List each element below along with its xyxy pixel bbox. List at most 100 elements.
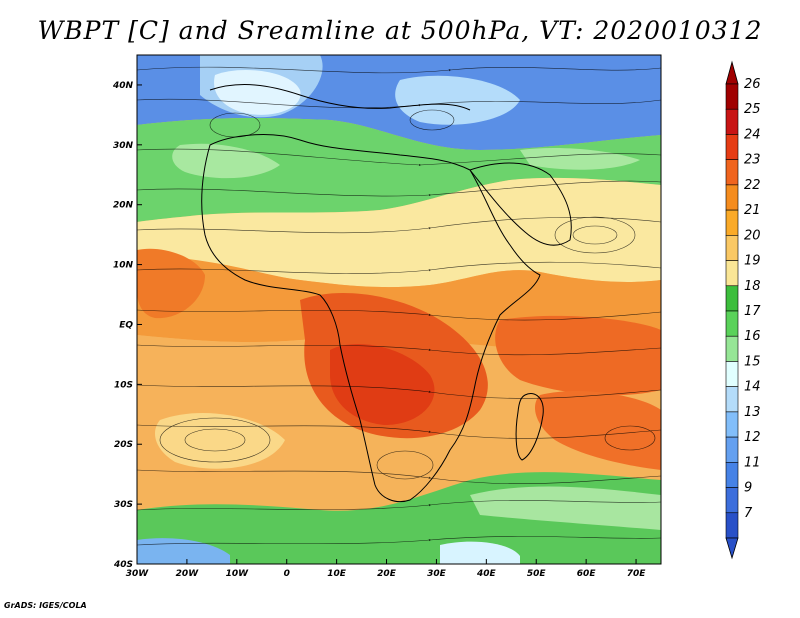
lon-tick-label: 20E [377, 569, 397, 579]
colorbar-swatch [725, 487, 739, 514]
lon-tick-label: 0 [284, 569, 290, 579]
lat-tick-label: 30N [113, 141, 134, 151]
streamline-south-5 [137, 536, 661, 546]
colorbar-label: 7 [744, 506, 753, 521]
lon-tick-label: 10W [226, 569, 250, 579]
colorbar-swatch [725, 285, 739, 312]
streamline-gyre-south-africa [376, 450, 434, 480]
colorbar-swatch [725, 411, 739, 438]
streamlines [137, 66, 661, 546]
lat-tick-label: 40N [112, 81, 134, 91]
wbpt-warm-patch-west [137, 248, 205, 319]
streamline-south-4 [137, 500, 661, 511]
colorbar-label: 16 [744, 329, 761, 344]
colorbar-label: 26 [744, 77, 761, 92]
colorbar-swatch [725, 436, 739, 463]
colorbar-swatch [725, 386, 739, 413]
streamline-south-3 [137, 469, 661, 484]
coastline-africa [201, 134, 541, 503]
colorbar-swatch [725, 184, 739, 211]
lon-tick-label: 60E [577, 569, 597, 579]
lat-tick-label: 10S [114, 380, 133, 390]
credit-label: GrADS: IGES/COLA [4, 601, 87, 610]
wbpt-light-green-patches [172, 143, 640, 179]
streamline-gyre-indian-ocean [554, 216, 636, 254]
streamline-gyre-south-atlantic [159, 417, 271, 463]
streamline-gyre-mediterranean [409, 109, 455, 131]
colorbar-swatch [725, 512, 739, 539]
streamline-gyre-south-atlantic-inner [184, 428, 246, 452]
lon-tick-label: 30E [427, 569, 447, 579]
plot-frame [136, 54, 662, 565]
lat-tick-label: EQ [119, 320, 133, 330]
lat-tick-label: 40S [113, 560, 133, 570]
chart-title: WBPT [C] and Sreamline at 500hPa, VT: 20… [37, 16, 763, 45]
lat-tick-label: 20N [113, 201, 134, 211]
streamline-north-3 [137, 148, 661, 167]
wbpt-hottest-core [330, 344, 435, 425]
wbpt-pale-patch-south [440, 541, 520, 564]
wbpt-cool-patch-east [395, 75, 520, 125]
lon-tick-label: 40E [476, 569, 497, 579]
streamline-gyre-southeast [604, 425, 656, 451]
lat-tick-label: 30S [114, 500, 133, 510]
coastlines [201, 84, 572, 503]
wbpt-hot-patch-east [495, 315, 661, 396]
wbpt-light-green-south [470, 486, 661, 530]
coastline-europe [209, 84, 471, 111]
coastline-arabia [469, 162, 572, 246]
lon-tick-label: 10E [327, 569, 347, 579]
colorbar-label: 17 [744, 304, 761, 319]
streamline-equator-2 [137, 344, 661, 356]
wbpt-southern-yellow-patch [155, 412, 285, 469]
colorbar-swatch [725, 310, 739, 337]
colorbar-label: 18 [744, 279, 761, 294]
colorbar-label: 21 [744, 203, 761, 218]
plot-area [137, 55, 661, 564]
colorbar-label: 25 [744, 102, 761, 117]
colorbar-label: 14 [744, 380, 761, 395]
colorbar-label: 19 [744, 254, 761, 269]
streamline-subtropic-2 [137, 261, 661, 274]
coastline-madagascar [515, 393, 544, 461]
colorbar-swatch [725, 260, 739, 287]
colorbar-swatch [725, 134, 739, 160]
longitude-axis: 30W 20W 10W 0 10E 20E 30E 40E 50E 60E 70E [126, 559, 646, 579]
streamline-south-2 [137, 424, 661, 439]
streamline-south-1 [137, 384, 661, 399]
streamline-north-4 [137, 180, 661, 197]
colorbar-bottom-arrow [725, 537, 739, 560]
lon-tick-label: 30W [126, 569, 150, 579]
wbpt-green-band-north [137, 117, 661, 222]
streamline-north-2 [137, 98, 661, 109]
colorbar-label: 9 [744, 481, 752, 496]
streamline-gyre-indian-ocean-inner [572, 225, 618, 245]
streamline-north-1 [137, 66, 661, 74]
colorbar-label: 12 [744, 430, 761, 445]
colorbar-swatch [725, 462, 739, 488]
colorbar-label: 24 [744, 127, 761, 142]
colorbar-top-arrow [725, 60, 739, 85]
colorbar-label: 23 [744, 153, 761, 168]
colorbar-label: 20 [744, 228, 761, 243]
lon-tick-label: 20W [176, 569, 200, 579]
colorbar-label: 11 [744, 455, 761, 470]
lat-tick-label: 10N [113, 261, 134, 271]
lon-tick-label: 50E [527, 569, 547, 579]
colorbar: 26 25 24 23 22 21 20 19 18 17 16 15 14 13 12 11 9 7 [725, 60, 761, 560]
colorbar-label: 15 [744, 354, 761, 369]
lon-tick-label: 70E [627, 569, 647, 579]
colorbar-swatch [725, 335, 739, 362]
colorbar-swatch [725, 209, 739, 236]
wbpt-cool-patch-south [137, 538, 230, 564]
wbpt-pale-yellow-band [137, 177, 661, 288]
streamline-subtropic-1 [137, 217, 661, 234]
colorbar-swatch [725, 159, 739, 186]
wbpt-very-cool-patch [214, 70, 301, 115]
colorbar-label: 22 [744, 178, 761, 193]
colorbar-swatch [725, 361, 739, 387]
colorbar-label: 13 [744, 405, 761, 420]
latitude-axis: 40N 30N 20N 10N EQ 10S 20S 30S 40S [112, 81, 142, 570]
streamline-equator-1 [137, 309, 661, 321]
